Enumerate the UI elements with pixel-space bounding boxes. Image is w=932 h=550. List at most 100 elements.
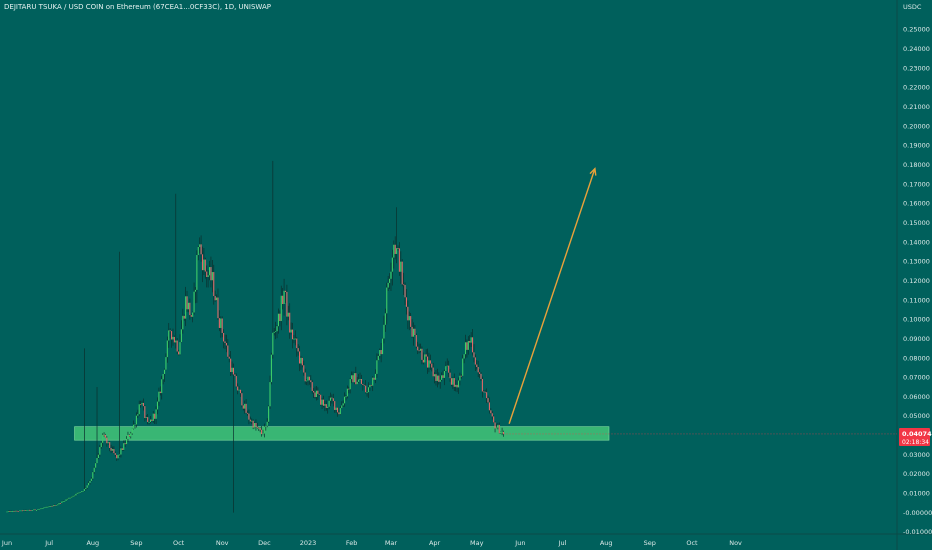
candle-body (117, 454, 119, 459)
time-tick-label: Sep (130, 539, 142, 547)
candle-body (197, 246, 199, 256)
candle-body (327, 406, 329, 408)
candle-body (386, 287, 388, 314)
candle-body (360, 378, 362, 384)
projection-arrow-head[interactable] (589, 167, 597, 176)
candle-body (314, 392, 316, 397)
candle-body (443, 371, 445, 378)
candle-body (286, 291, 288, 317)
candle-body (208, 267, 211, 276)
time-tick-label: Jun (1, 539, 12, 547)
candle-body (381, 338, 384, 355)
candle-body (377, 355, 379, 361)
price-tick-label: 0.20000 (903, 122, 930, 130)
candle-body (130, 433, 132, 437)
candle-body (405, 297, 407, 307)
candle-body (429, 360, 431, 364)
candle-body (69, 497, 71, 499)
candle-body (123, 443, 125, 450)
candle-body (142, 402, 144, 407)
candle-body (318, 393, 320, 395)
candle-body (346, 388, 348, 397)
candle-body (151, 419, 153, 421)
arrow-layer[interactable] (508, 167, 597, 424)
support-zone-rect[interactable] (74, 426, 610, 441)
candle-body (183, 315, 185, 319)
candle-body (474, 357, 476, 365)
candle-body (166, 340, 168, 358)
candle-body (363, 384, 365, 386)
candle-body (17, 511, 19, 512)
candle-body (359, 378, 361, 380)
candle-body (55, 505, 57, 507)
candle-body (424, 354, 426, 363)
candle-body (412, 328, 415, 337)
candle-body (179, 342, 181, 355)
candle-body (403, 284, 405, 286)
candle-body (464, 342, 467, 355)
candle-body (26, 509, 28, 511)
candle-body (277, 313, 280, 327)
candle-body (397, 248, 399, 249)
price-tick-label: 0.01000 (903, 490, 930, 498)
candle-body (109, 442, 111, 449)
candle-body (380, 350, 382, 355)
candle-body (214, 296, 216, 301)
candle-body (376, 360, 378, 374)
candle-body (473, 352, 475, 358)
candle-body (162, 373, 164, 380)
candle-body (37, 509, 39, 511)
candle-body (134, 424, 136, 426)
candle-body (159, 391, 161, 394)
candle-body (322, 399, 325, 406)
candle-body (252, 420, 254, 428)
candle-body (307, 376, 309, 381)
candle-body (200, 244, 202, 255)
candle-body (398, 248, 400, 272)
candle-body (35, 510, 38, 511)
candle-body (103, 434, 105, 436)
candle-body (262, 433, 264, 435)
price-tick-label: 0.11000 (903, 296, 930, 304)
candle-body (306, 380, 308, 382)
time-tick-label: May (470, 539, 484, 547)
candle-body (113, 449, 115, 454)
candle-body (484, 391, 486, 393)
candle-body (310, 380, 312, 383)
candle-body (287, 312, 289, 317)
support-zone-layer[interactable] (74, 426, 610, 441)
price-axis[interactable]: 0.25000 0.24000 0.23000 0.22000 0.21000 0.200… (903, 26, 932, 537)
candle-body (6, 511, 8, 513)
candle-body (501, 431, 503, 433)
candle-body (408, 316, 410, 321)
candle-body (21, 510, 24, 512)
price-tick-label: 0.22000 (903, 84, 930, 92)
candle-body (75, 493, 77, 496)
candle-body (338, 412, 340, 415)
time-tick-label: Nov (216, 539, 229, 547)
candle-body (490, 410, 492, 414)
candle-body (178, 351, 180, 355)
candle-body (476, 364, 478, 367)
candle-body (158, 391, 160, 402)
candle-body (86, 485, 88, 488)
time-axis[interactable]: Jun Jul Aug Sep Oct Nov Dec 2023 Feb Mar Apr May Jun… (1, 539, 742, 547)
price-tick-label: 0.08000 (903, 354, 930, 362)
candle-body (467, 340, 469, 350)
candle-body (411, 326, 413, 337)
price-tick-label: 0.12000 (903, 277, 930, 285)
candle-body (266, 421, 268, 426)
candle-body (106, 437, 108, 444)
projection-arrow-line[interactable] (508, 168, 596, 424)
candle-body (210, 267, 212, 281)
candle-body (497, 424, 499, 428)
candle-body (89, 480, 91, 483)
candle-body (169, 330, 171, 332)
candle-body (216, 297, 218, 301)
candle-body (335, 407, 337, 410)
candle-body (152, 413, 154, 421)
candle-body (241, 393, 243, 406)
candle-body (460, 375, 462, 377)
